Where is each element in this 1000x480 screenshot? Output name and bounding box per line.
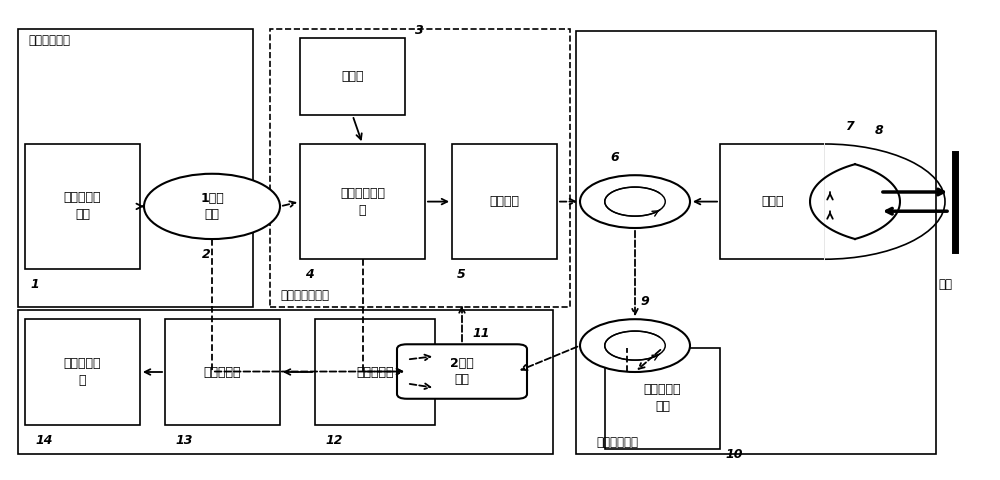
FancyBboxPatch shape [300, 144, 425, 259]
Text: 6: 6 [610, 151, 619, 164]
Text: 准直器: 准直器 [761, 195, 784, 208]
Circle shape [580, 319, 690, 372]
Text: 平衡探测器: 平衡探测器 [356, 365, 394, 379]
Text: 激光光源模块: 激光光源模块 [28, 34, 70, 47]
Text: 9: 9 [640, 295, 649, 308]
Text: 12: 12 [325, 434, 342, 447]
Text: 驱动器: 驱动器 [341, 70, 364, 84]
Circle shape [605, 187, 665, 216]
Text: 1: 1 [30, 278, 39, 291]
FancyBboxPatch shape [315, 319, 435, 425]
FancyBboxPatch shape [605, 348, 720, 449]
FancyBboxPatch shape [25, 144, 140, 269]
Text: 光纤声光频移
器: 光纤声光频移 器 [340, 187, 385, 216]
Text: 2: 2 [202, 248, 211, 261]
Text: 光隔离器: 光隔离器 [490, 195, 520, 208]
Text: 目标: 目标 [938, 278, 952, 291]
FancyBboxPatch shape [300, 38, 405, 115]
Text: 7: 7 [845, 120, 854, 132]
Text: 8: 8 [875, 124, 884, 137]
FancyBboxPatch shape [165, 319, 280, 425]
Text: 11: 11 [472, 327, 490, 340]
Text: 数据处理模
块: 数据处理模 块 [64, 357, 101, 387]
Text: 3: 3 [415, 24, 424, 36]
Text: 1号耦
合器: 1号耦 合器 [200, 192, 224, 221]
Text: 5: 5 [457, 268, 466, 281]
FancyBboxPatch shape [397, 344, 527, 399]
Text: 模数转换器: 模数转换器 [204, 365, 241, 379]
Text: 10: 10 [725, 448, 742, 461]
Text: 4: 4 [305, 268, 314, 281]
FancyBboxPatch shape [720, 144, 825, 259]
Circle shape [605, 331, 665, 360]
Text: 光纤连续激
光器: 光纤连续激 光器 [64, 192, 101, 221]
Circle shape [144, 174, 280, 239]
FancyBboxPatch shape [452, 144, 557, 259]
Text: 14: 14 [35, 434, 52, 447]
Circle shape [580, 175, 690, 228]
Text: 光纤布拉格
光栅: 光纤布拉格 光栅 [644, 384, 681, 413]
FancyBboxPatch shape [25, 319, 140, 425]
Text: 外差探测模块: 外差探测模块 [596, 436, 638, 449]
Text: 13: 13 [175, 434, 193, 447]
Text: 2号耦
合器: 2号耦 合器 [450, 357, 474, 386]
Text: 激频移调制模块: 激频移调制模块 [280, 289, 329, 302]
